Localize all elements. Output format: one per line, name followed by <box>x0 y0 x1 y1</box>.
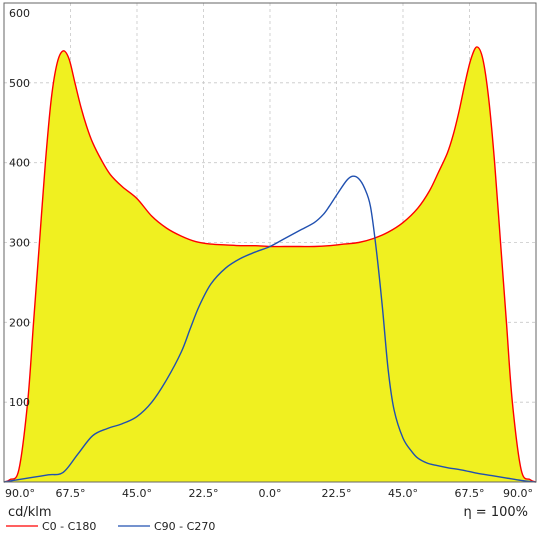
unit-label: cd/klm <box>8 505 52 520</box>
x-tick-label: 45.0° <box>122 487 152 500</box>
x-tick-label: 90.0° <box>5 487 35 500</box>
legend: C0 - C180 C90 - C270 <box>6 520 215 533</box>
x-tick-label: 67.5° <box>56 487 86 500</box>
y-tick-label: 600 <box>9 7 30 20</box>
x-tick-labels: 90.0° 67.5° 45.0° 22.5° 0.0° 22.5° 45.0° 67.5° 9… <box>5 487 533 500</box>
x-tick-label: 45.0° <box>388 487 418 500</box>
x-tick-label: 22.5° <box>189 487 219 500</box>
y-tick-label: 300 <box>9 237 30 250</box>
y-tick-label: 200 <box>9 316 30 329</box>
legend-label-c0-c180: C0 - C180 <box>42 520 96 533</box>
y-tick-label: 400 <box>9 157 30 170</box>
x-tick-label: 90.0° <box>503 487 533 500</box>
efficiency-label: η = 100% <box>463 505 528 520</box>
x-tick-label: 0.0° <box>259 487 282 500</box>
legend-label-c90-c270: C90 - C270 <box>154 520 215 533</box>
series-layer <box>3 46 537 483</box>
series-area-c0-c180 <box>4 46 536 482</box>
plot-frame <box>3 2 537 483</box>
y-tick-labels: 100 200 300 400 500 600 <box>9 7 30 409</box>
x-tick-label: 67.5° <box>455 487 485 500</box>
series-line-c90-c270 <box>3 175 537 483</box>
x-tick-label: 22.5° <box>322 487 352 500</box>
y-tick-label: 500 <box>9 77 30 90</box>
y-tick-label: 100 <box>9 396 30 409</box>
